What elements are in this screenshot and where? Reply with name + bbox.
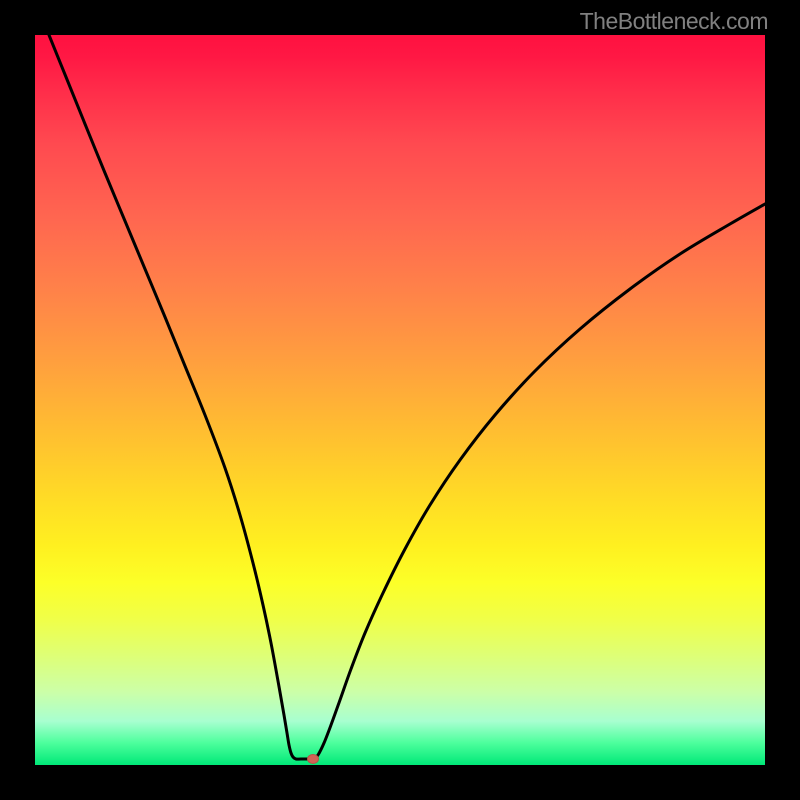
watermark-text: TheBottleneck.com [580,8,768,35]
optimal-point-marker [307,754,319,764]
plot-area [35,35,765,765]
bottleneck-curve [35,35,765,765]
curve-path [49,35,765,759]
